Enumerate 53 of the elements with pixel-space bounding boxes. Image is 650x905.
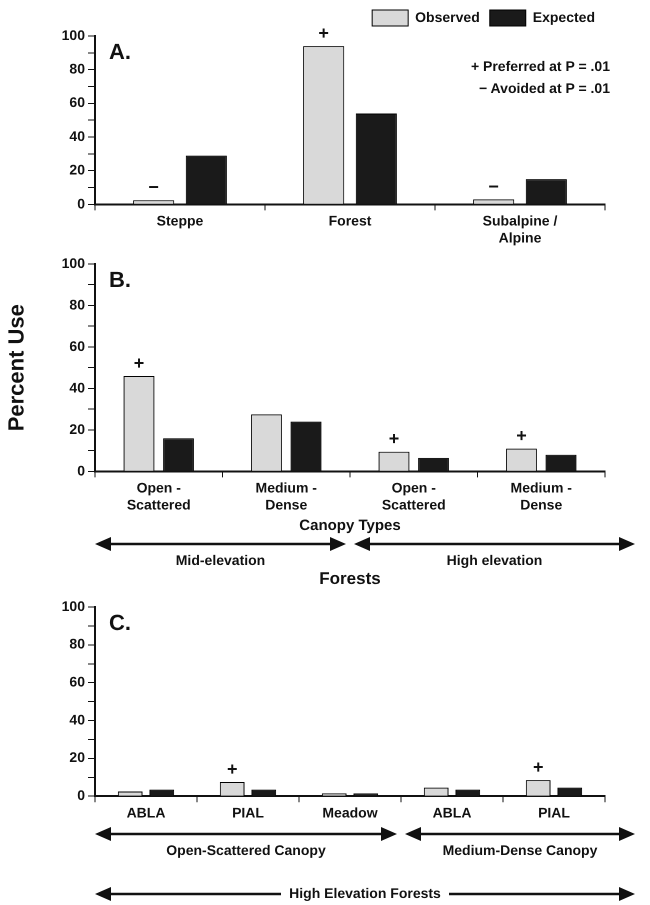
chart-title: A. bbox=[109, 39, 131, 64]
y-tick-label: 100 bbox=[62, 598, 86, 614]
text: High elevation bbox=[446, 552, 544, 568]
y-tick-label: 0 bbox=[77, 195, 86, 212]
x-axis-title: Canopy Types bbox=[299, 517, 401, 534]
data-label: + bbox=[318, 23, 329, 44]
x-tick-label: PIAL bbox=[538, 804, 570, 820]
y-tick-label: 60 bbox=[69, 94, 86, 110]
y-tick-label: 100 bbox=[62, 26, 86, 43]
y-tick-label: 40 bbox=[69, 711, 86, 728]
text: Medium-Dense Canopy bbox=[442, 842, 598, 858]
data-label: + bbox=[226, 758, 238, 779]
data-label: + bbox=[532, 757, 544, 778]
y-tick-label: 40 bbox=[69, 379, 86, 396]
y-tick-label: 80 bbox=[69, 636, 86, 652]
y-tick-label: 60 bbox=[69, 674, 86, 690]
annotation: − Avoided at P = .01 bbox=[479, 80, 610, 96]
data-label: − bbox=[148, 177, 159, 198]
y-tick-label: 0 bbox=[77, 462, 86, 478]
x-tick-label: Subalpine / Alpine bbox=[482, 212, 558, 246]
x-tick-label: Open - Scattered bbox=[126, 480, 191, 512]
y-tick-label: 60 bbox=[69, 338, 86, 354]
y-tick-label: 80 bbox=[69, 296, 86, 312]
x-tick-label: PIAL bbox=[232, 804, 264, 820]
y-tick-label: 20 bbox=[69, 749, 86, 766]
y-tick-label: 80 bbox=[69, 60, 86, 77]
data-label: + bbox=[516, 426, 527, 446]
text: Mid-elevation bbox=[174, 552, 266, 568]
legend-label: Observed bbox=[415, 8, 480, 25]
text: High Elevation Forests bbox=[281, 885, 449, 901]
y-tick-label: 40 bbox=[69, 128, 86, 144]
x-tick-label: Meadow bbox=[322, 804, 378, 820]
x-tick-label: Medium - Dense bbox=[256, 480, 318, 512]
x-tick-label: Forest bbox=[328, 212, 372, 229]
y-tick-label: 20 bbox=[69, 420, 86, 437]
x-tick-label: Open - Scattered bbox=[382, 480, 446, 512]
y-tick-label: 20 bbox=[69, 162, 86, 178]
chart-title: B. bbox=[109, 267, 131, 292]
x-tick-label: Steppe bbox=[156, 212, 204, 229]
data-label: − bbox=[488, 176, 499, 196]
x-tick-label: ABLA bbox=[432, 804, 472, 820]
data-label: + bbox=[388, 428, 400, 449]
x-tick-label: ABLA bbox=[126, 804, 166, 820]
y-tick-label: 100 bbox=[62, 254, 86, 271]
data-label: + bbox=[134, 352, 144, 373]
y-axis-title: Percent Use bbox=[3, 304, 28, 432]
x-tick-label: Medium - Dense bbox=[510, 480, 572, 512]
text: Forests bbox=[318, 569, 382, 589]
legend-label: Expected bbox=[532, 8, 595, 25]
chart-title: C. bbox=[109, 610, 131, 636]
annotation: + Preferred at P = .01 bbox=[470, 58, 610, 74]
text: Open-Scattered Canopy bbox=[165, 842, 327, 858]
y-tick-label: 0 bbox=[77, 787, 86, 804]
